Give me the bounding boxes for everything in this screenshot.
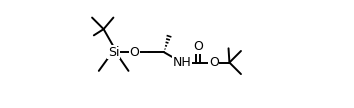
Text: Si: Si — [108, 46, 120, 59]
Text: O: O — [209, 56, 219, 69]
Text: O: O — [130, 46, 139, 59]
Text: NH: NH — [172, 56, 191, 69]
Text: O: O — [193, 40, 203, 53]
